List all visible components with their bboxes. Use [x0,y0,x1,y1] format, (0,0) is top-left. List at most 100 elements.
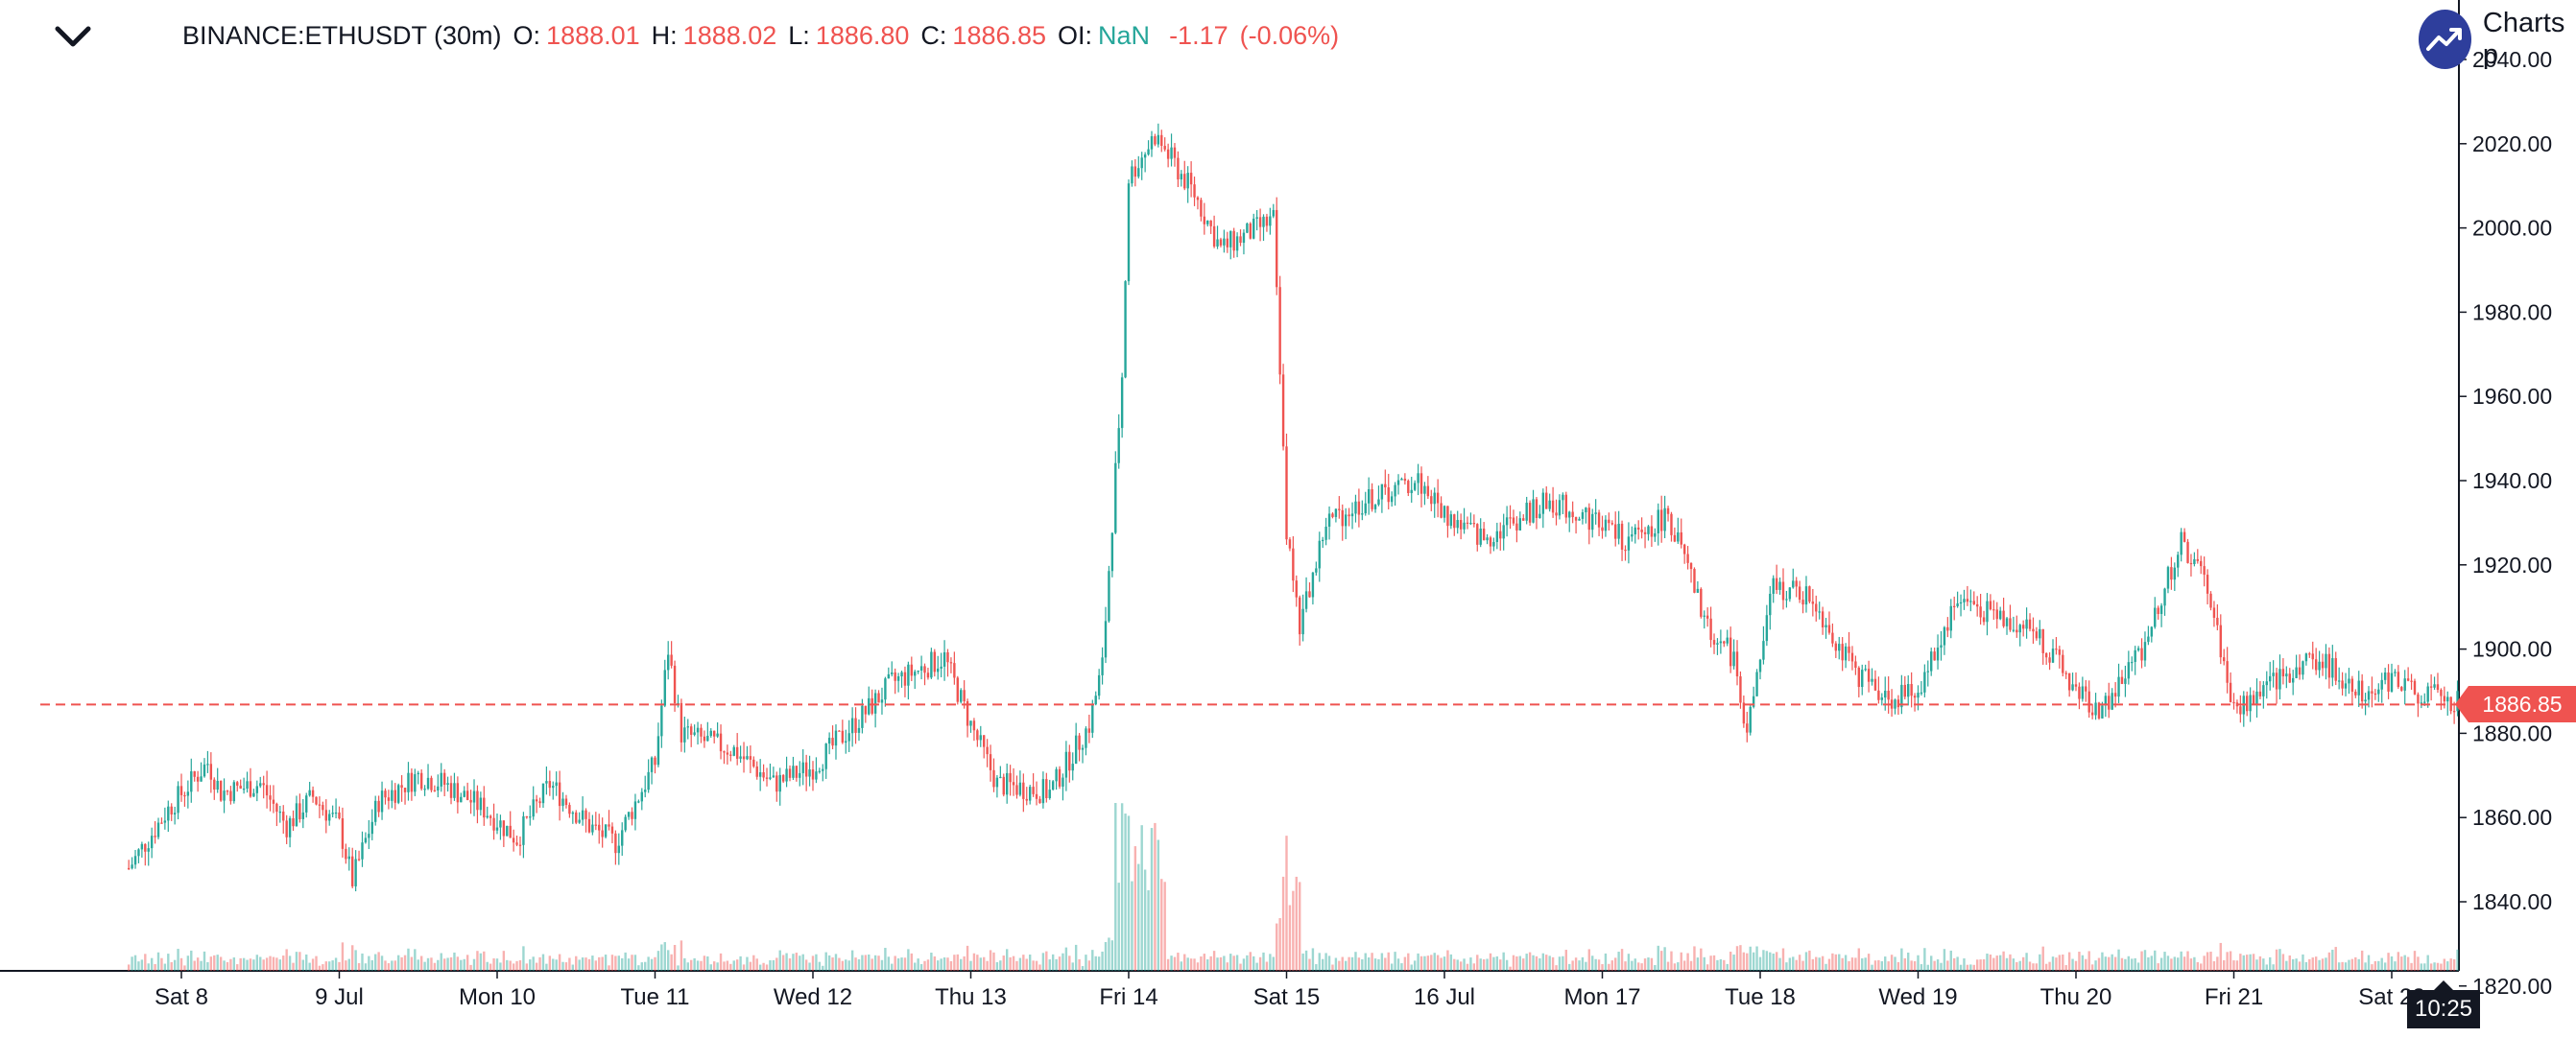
volume-bar [285,949,288,971]
volume-bar [532,956,535,971]
candle [1811,588,1815,617]
volume-bar [1009,956,1012,971]
open-value: 1888.01 [546,21,640,50]
candle [1472,514,1476,528]
volume-bar [995,961,999,971]
candle [778,767,781,806]
candle [2433,676,2436,691]
volume-bar [232,957,236,971]
volume-bar [2281,954,2285,971]
candle [249,767,252,798]
volume-bar [2039,954,2041,971]
symbol-label[interactable]: BINANCE:ETHUSDT (30m) [182,21,502,50]
volume-bar [1446,950,1449,971]
volume-bar [449,956,453,971]
volume-bar [755,958,758,971]
volume-bar [561,961,564,971]
volume-bar [930,953,933,971]
volume-bar [1940,962,1943,971]
volume-bar [683,957,686,971]
high-value: 1888.02 [682,21,777,50]
volume-bar [476,951,479,971]
volume-bar [1880,961,1884,971]
volume-bar [2064,965,2067,971]
volume-bar [1585,961,1587,971]
candle [769,763,772,781]
volume-bar [1601,964,1604,971]
collapse-button[interactable] [52,21,94,54]
volume-bar [640,962,643,971]
volume-bar [1663,947,1666,971]
volume-bar [989,950,992,971]
candle [437,774,440,798]
candle [1538,505,1541,519]
volume-bar [1071,962,1074,971]
volume-bar [1877,959,1880,971]
candle [2291,670,2295,696]
volume-bar [1617,952,1620,971]
candle [914,670,917,690]
candle [1785,590,1788,608]
volume-bar [2318,959,2321,971]
candle [1804,576,1808,613]
candle [937,655,940,680]
x-tick-label: Tue 11 [620,984,689,1010]
oi-label: OI: [1058,21,1093,50]
candle [1278,275,1281,385]
volume-bar [631,955,633,971]
volume-bar [1594,958,1597,971]
candle [1844,643,1848,669]
volume-bar [1959,964,1963,971]
volume-bar [1180,961,1183,971]
candle [1087,715,1091,743]
volume-bar [1252,955,1255,971]
candle [1137,155,1140,179]
candle [1061,773,1064,801]
volume-bar [538,956,541,971]
volume-bar [1505,959,1509,971]
brand-link[interactable]: Charts p [2419,8,2576,71]
candle [1818,602,1821,620]
volume-bar [223,960,226,971]
volume-bar [2456,949,2459,971]
candle [693,724,696,737]
volume-bar [1085,955,1087,971]
volume-bar [1045,951,1048,971]
candle [1959,594,1963,617]
volume-bar [1426,955,1430,971]
volume-bar [960,958,963,971]
volume-bar [183,965,186,971]
volume-bar [1804,952,1808,971]
candle [357,850,361,861]
candle [1380,484,1384,513]
volume-bar [2246,955,2249,971]
candle [275,802,278,827]
volume-bar [966,945,969,971]
volume-bar [877,955,880,971]
volume-bar [2097,957,2101,971]
volume-bar [177,949,179,971]
candle [726,744,729,765]
candle [2410,673,2413,690]
volume-bar [1124,814,1127,971]
volume-bar [1712,955,1716,971]
volume-bar [465,955,469,971]
candle [1443,505,1446,523]
volume-bar [242,957,246,971]
volume-bar [799,955,801,971]
volume-bar [2417,956,2420,971]
candle [887,667,891,679]
volume-bar [673,944,677,971]
volume-bar [2012,958,2015,971]
volume-bar [2177,957,2180,971]
volume-bar [1528,952,1532,971]
volume-bar [1114,803,1117,971]
candle [2321,653,2325,676]
candle [242,777,246,794]
volume-bar [1087,960,1091,971]
candle [150,827,154,859]
volume-bar [1466,963,1469,971]
candle [2239,695,2242,723]
candle [2371,676,2373,708]
